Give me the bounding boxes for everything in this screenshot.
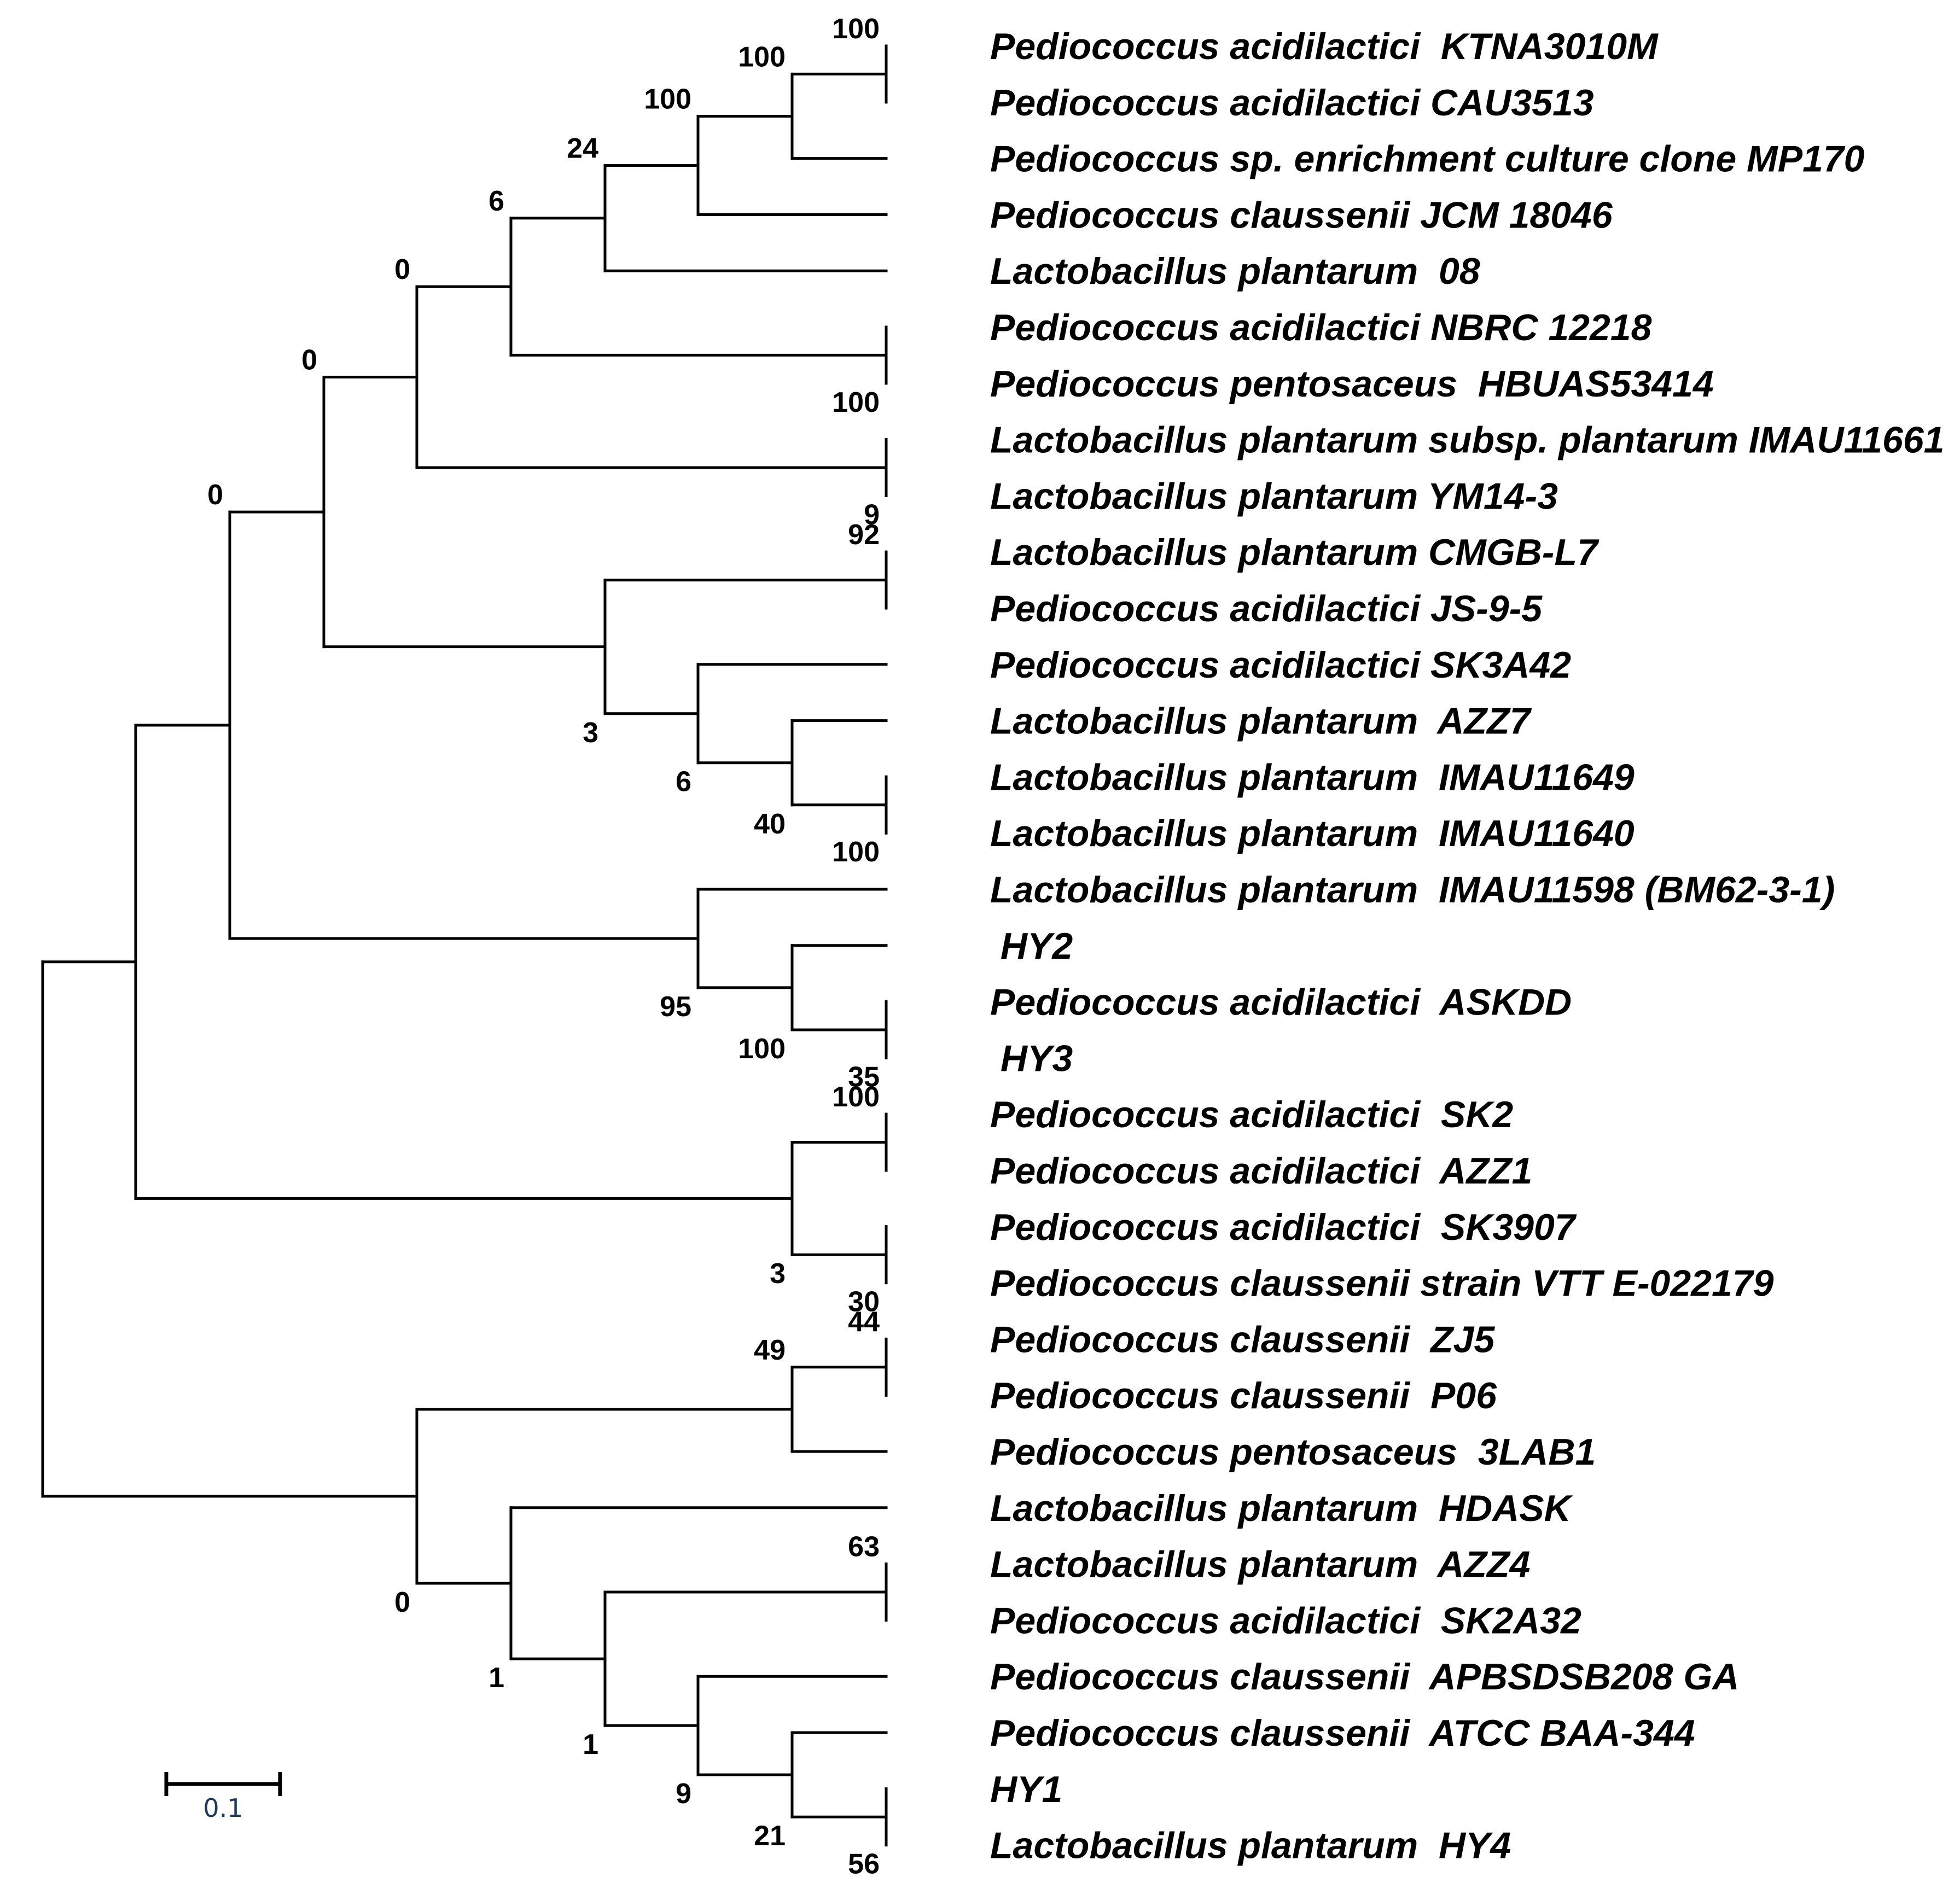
support-value-n9: 92 (848, 519, 880, 551)
tree-branches (41, 44, 888, 1847)
taxon-label-L9: Lactobacillus plantarum YM14-3 (990, 475, 1558, 517)
taxon-label-L21: Pediococcus acidilactici AZZ1 (990, 1150, 1532, 1192)
support-value-n11: 40 (754, 808, 786, 840)
taxon-label-L18: Pediococcus acidilactici ASKDD (990, 982, 1572, 1023)
support-value-n16: 100 (738, 1033, 786, 1065)
support-value-n1: 100 (832, 13, 880, 45)
support-value-n21: 3 (770, 1258, 786, 1290)
support-value-n18: 0 (207, 479, 223, 511)
taxon-label-L28: Lactobacillus plantarum AZZ4 (990, 1544, 1530, 1585)
taxon-label-L14: Lactobacillus plantarum IMAU11649 (990, 756, 1635, 798)
taxon-label-L4: Pediococcus claussenii JCM 18046 (990, 194, 1613, 236)
taxon-label-L27: Lactobacillus plantarum HDASK (990, 1488, 1574, 1529)
support-value-n17: 95 (660, 991, 691, 1023)
taxon-label-L15: Lactobacillus plantarum IMAU11640 (990, 813, 1635, 854)
support-value-n24: 49 (754, 1334, 786, 1366)
support-value-n26: 56 (848, 1849, 880, 1880)
support-value-n8: 0 (394, 254, 410, 285)
taxon-label-L26: Pediococcus pentosaceus 3LAB1 (990, 1431, 1596, 1473)
taxon-label-L1: Pediococcus acidilactici KTNA3010M (990, 26, 1659, 67)
taxon-label-L31: Pediococcus claussenii ATCC BAA-344 (990, 1712, 1695, 1754)
bootstrap-support-values: 1001001002410069092100406303510095010030… (207, 13, 880, 1880)
taxon-label-L25: Pediococcus claussenii P06 (990, 1375, 1497, 1416)
taxon-label-L16: Lactobacillus plantarum IMAU11598 (BM62-… (990, 869, 1835, 911)
taxon-label-L30: Pediococcus claussenii APBSDSB208 GA (990, 1656, 1739, 1698)
support-value-n20: 30 (848, 1286, 880, 1318)
taxon-label-L20: Pediococcus acidilactici SK2 (990, 1094, 1513, 1135)
taxon-label-L11: Pediococcus acidilactici JS-9-5 (990, 588, 1543, 629)
taxon-label-L10: Lactobacillus plantarum CMGB-L7 (990, 532, 1600, 573)
taxon-label-L22: Pediococcus acidilactici SK3907 (990, 1206, 1577, 1248)
support-value-n3: 100 (644, 84, 691, 115)
support-value-n2: 100 (738, 41, 786, 73)
taxon-label-L32: HY1 (990, 1769, 1062, 1810)
support-value-n14: 0 (301, 345, 317, 376)
taxon-label-L12: Pediococcus acidilactici SK3A42 (990, 644, 1571, 686)
support-value-n12: 6 (676, 766, 691, 798)
support-value-n5: 100 (832, 387, 880, 418)
taxon-label-L2: Pediococcus acidilactici CAU3513 (990, 82, 1594, 124)
scale-bar-label: 0.1 (203, 1793, 243, 1823)
taxon-label-L3: Pediococcus sp. enrichment culture clone… (990, 138, 1865, 180)
support-value-n6: 6 (488, 185, 504, 217)
taxon-label-L19: HY3 (990, 1037, 1073, 1079)
support-value-n10: 100 (832, 836, 880, 868)
taxon-label-L8: Lactobacillus plantarum subsp. plantarum… (990, 419, 1945, 461)
taxon-label-L17: HY2 (990, 925, 1073, 967)
support-value-n13: 3 (583, 717, 598, 749)
support-value-n29: 1 (583, 1729, 598, 1760)
taxon-label-L6: Pediococcus acidilactici NBRC 12218 (990, 307, 1652, 348)
support-value-n23: 44 (848, 1306, 880, 1338)
taxon-label-L24: Pediococcus claussenii ZJ5 (990, 1319, 1495, 1360)
support-value-n15: 35 (848, 1061, 880, 1093)
support-value-n31: 0 (394, 1587, 410, 1618)
taxon-label-L33: Lactobacillus plantarum HY4 (990, 1825, 1511, 1867)
taxon-label-L7: Pediococcus pentosaceus HBUAS53414 (990, 363, 1714, 405)
taxon-labels: Pediococcus acidilactici KTNA3010M Pedioc… (990, 26, 1945, 1867)
support-value-n28: 9 (676, 1778, 691, 1810)
support-value-n7: 9 (864, 499, 880, 530)
scale-bar: 0.1 (164, 1772, 282, 1823)
support-value-n4: 24 (567, 132, 598, 164)
support-value-n19: 100 (832, 1081, 880, 1113)
taxon-label-L23: Pediococcus claussenii strain VTT E-0221… (990, 1263, 1774, 1304)
support-value-n25: 63 (848, 1531, 880, 1563)
taxon-label-L13: Lactobacillus plantarum AZZ7 (990, 701, 1532, 742)
support-value-n30: 1 (488, 1662, 504, 1694)
taxon-label-L29: Pediococcus acidilactici SK2A32 (990, 1600, 1581, 1641)
support-value-n27: 21 (754, 1820, 786, 1852)
taxon-label-L5: Lactobacillus plantarum 08 (990, 250, 1480, 292)
